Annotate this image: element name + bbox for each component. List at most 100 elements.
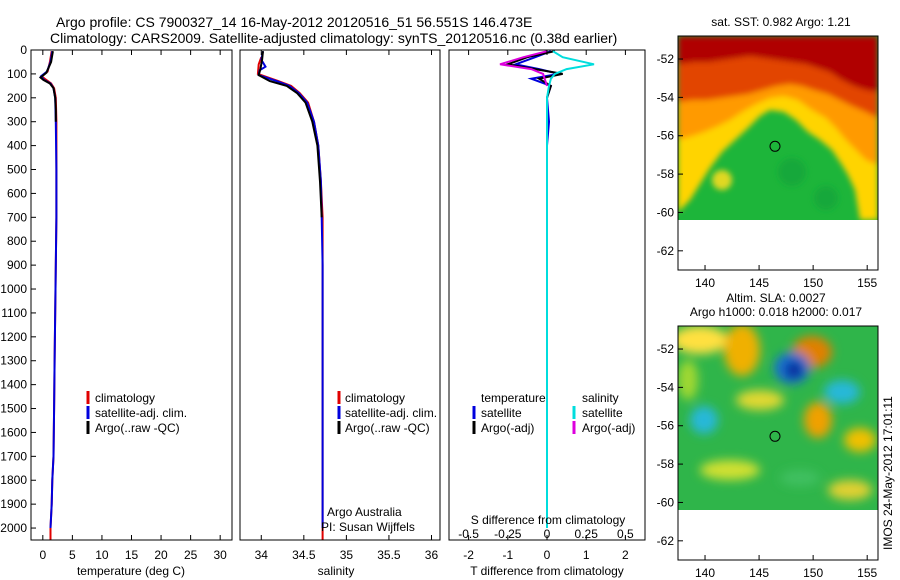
sst-map-ticks: 140 145 150 155 -52 -54 -56 -58 -60 -62 <box>657 52 878 290</box>
legend-label-t-argo: Argo(-adj) <box>481 421 534 435</box>
map-y-tick-label: -56 <box>657 129 675 143</box>
legend-heading-salinity: salinity <box>582 391 619 405</box>
y-tick-label: 1600 <box>0 425 27 439</box>
sla-blob <box>828 480 872 500</box>
legend-label-climatology: climatology <box>345 391 405 405</box>
x-tick-label: -2 <box>463 548 474 562</box>
sst-map-panel: sat. SST: 0.982 Argo: 1.21 140 145 150 155 -… <box>657 15 879 290</box>
x-tick-label: 36 <box>425 548 439 562</box>
map-y-tick-label: -52 <box>657 342 675 356</box>
x-tick-label: 30 <box>213 548 227 562</box>
sla-blob <box>678 326 728 354</box>
difference-legend-temperature: temperature satellite Argo(-adj) <box>472 391 546 435</box>
temperature-legend: climatology satellite-adj. clim. Argo(..… <box>86 391 187 435</box>
s-x-tick-label: -0.5 <box>458 527 479 541</box>
map-y-tick-label: -52 <box>657 52 675 66</box>
map-y-tick-label: -54 <box>657 380 675 394</box>
sla-blob <box>736 390 784 410</box>
argo-float-location-marker <box>769 430 781 442</box>
y-tick-label: 1300 <box>0 354 27 368</box>
y-tick-label: 1200 <box>0 330 27 344</box>
salinity-legend: climatology satellite-adj. clim. Argo(..… <box>337 391 437 435</box>
difference-series <box>499 50 595 528</box>
sla-blob <box>804 402 832 438</box>
sla-map-title-line-1: Altim. SLA: 0.0027 <box>726 291 826 305</box>
y-tick-label: 1900 <box>0 497 27 511</box>
x-tick-label: 0 <box>544 548 551 562</box>
y-tick-label: 1000 <box>0 282 27 296</box>
series-line-satellite-adj-clim <box>39 51 58 529</box>
title-line-1: Argo profile: CS 7900327_14 16-May-2012 … <box>56 14 532 30</box>
temperature-x-ticks: 0 5 10 15 20 25 30 <box>39 50 227 562</box>
sst-map-title: sat. SST: 0.982 Argo: 1.21 <box>711 15 851 29</box>
temperature-panel: 0 5 10 15 20 25 30 0 100 200 300 400 500 600 700 800 90… <box>0 43 233 578</box>
map-x-tick-label: 150 <box>803 566 823 580</box>
y-tick-label: 200 <box>7 91 27 105</box>
x-tick-label: -1 <box>502 548 513 562</box>
salinity-series <box>256 51 324 540</box>
series-line-argo-raw-qc <box>38 51 57 122</box>
x-tick-label: 34 <box>255 548 269 562</box>
temperature-xlabel: temperature (deg C) <box>77 564 185 578</box>
sla-blob <box>785 361 803 379</box>
x-tick-label: 1 <box>583 548 590 562</box>
map-x-tick-label: 145 <box>749 566 769 580</box>
legend-label-climatology: climatology <box>95 391 155 405</box>
y-tick-label: 600 <box>7 186 27 200</box>
legend-label-argo: Argo(..raw -QC) <box>95 421 180 435</box>
x-tick-label: 35 <box>340 548 354 562</box>
map-y-tick-label: -62 <box>657 244 675 258</box>
depth-y-ticks: 0 100 200 300 400 500 600 700 800 900 1000 1100 1200… <box>0 43 36 535</box>
map-x-tick-label: 150 <box>803 276 823 290</box>
sla-map-panel: Altim. SLA: 0.0027 Argo h1000: 0.018 h20… <box>657 291 879 580</box>
legend-label-satellite: satellite-adj. clim. <box>95 406 187 420</box>
x-tick-label: 10 <box>95 548 109 562</box>
map-y-tick-label: -56 <box>657 419 675 433</box>
s-difference-label: S difference from climatology <box>471 513 626 527</box>
map-x-tick-label: 155 <box>857 276 877 290</box>
salinity-panel: 34 34.5 35 35.5 36 salinity climatology sate… <box>239 49 441 578</box>
map-y-tick-label: -58 <box>657 457 675 471</box>
t-difference-xlabel: T difference from climatology <box>470 564 624 578</box>
y-tick-label: 1500 <box>0 402 27 416</box>
map-x-tick-label: 140 <box>695 566 715 580</box>
s-x-tick-label: -0.25 <box>494 527 522 541</box>
x-tick-label: 15 <box>125 548 139 562</box>
legend-label-argo: Argo(..raw -QC) <box>345 421 430 435</box>
sla-blob <box>780 470 820 486</box>
sla-blob <box>700 460 760 480</box>
s-difference-x-ticks: -0.5 -0.25 0 0.25 0.5 <box>458 527 634 541</box>
map-y-tick-label: -54 <box>657 90 675 104</box>
sla-map-title-line-2: Argo h1000: 0.018 h2000: 0.017 <box>690 305 862 319</box>
temperature-series <box>38 51 58 540</box>
sst-map-frame <box>677 35 879 271</box>
sla-blob <box>690 406 718 434</box>
y-tick-label: 900 <box>7 258 27 272</box>
annotation-pi-name: PI: Susan Wijffels <box>321 520 415 534</box>
x-tick-label: 2 <box>622 548 629 562</box>
y-tick-label: 300 <box>7 115 27 129</box>
imos-timestamp: IMOS 24-May-2012 17:01:11 <box>881 396 895 550</box>
x-tick-label: 5 <box>69 548 76 562</box>
x-tick-label: 0 <box>39 548 46 562</box>
temperature-axes-frame <box>30 49 233 541</box>
legend-heading-temperature: temperature <box>481 391 546 405</box>
sst-eddy-2 <box>814 186 838 210</box>
series-line-climatology <box>256 56 324 540</box>
map-x-tick-label: 155 <box>857 566 877 580</box>
x-tick-label: 20 <box>154 548 168 562</box>
sla-blob <box>724 326 760 376</box>
x-tick-label: 25 <box>184 548 198 562</box>
map-x-tick-label: 145 <box>749 276 769 290</box>
sla-map-frame <box>677 325 879 561</box>
map-x-tick-label: 140 <box>695 276 715 290</box>
salinity-xlabel: salinity <box>318 564 355 578</box>
series-line-climatology <box>39 51 58 540</box>
series-line-s-argo-adj <box>499 50 548 87</box>
sst-heatmap <box>678 36 878 220</box>
t-difference-x-ticks: -2 -1 0 1 2 <box>463 50 629 562</box>
y-tick-label: 0 <box>20 43 27 57</box>
legend-label-t-satellite: satellite <box>481 406 522 420</box>
map-y-tick-label: -60 <box>657 205 675 219</box>
